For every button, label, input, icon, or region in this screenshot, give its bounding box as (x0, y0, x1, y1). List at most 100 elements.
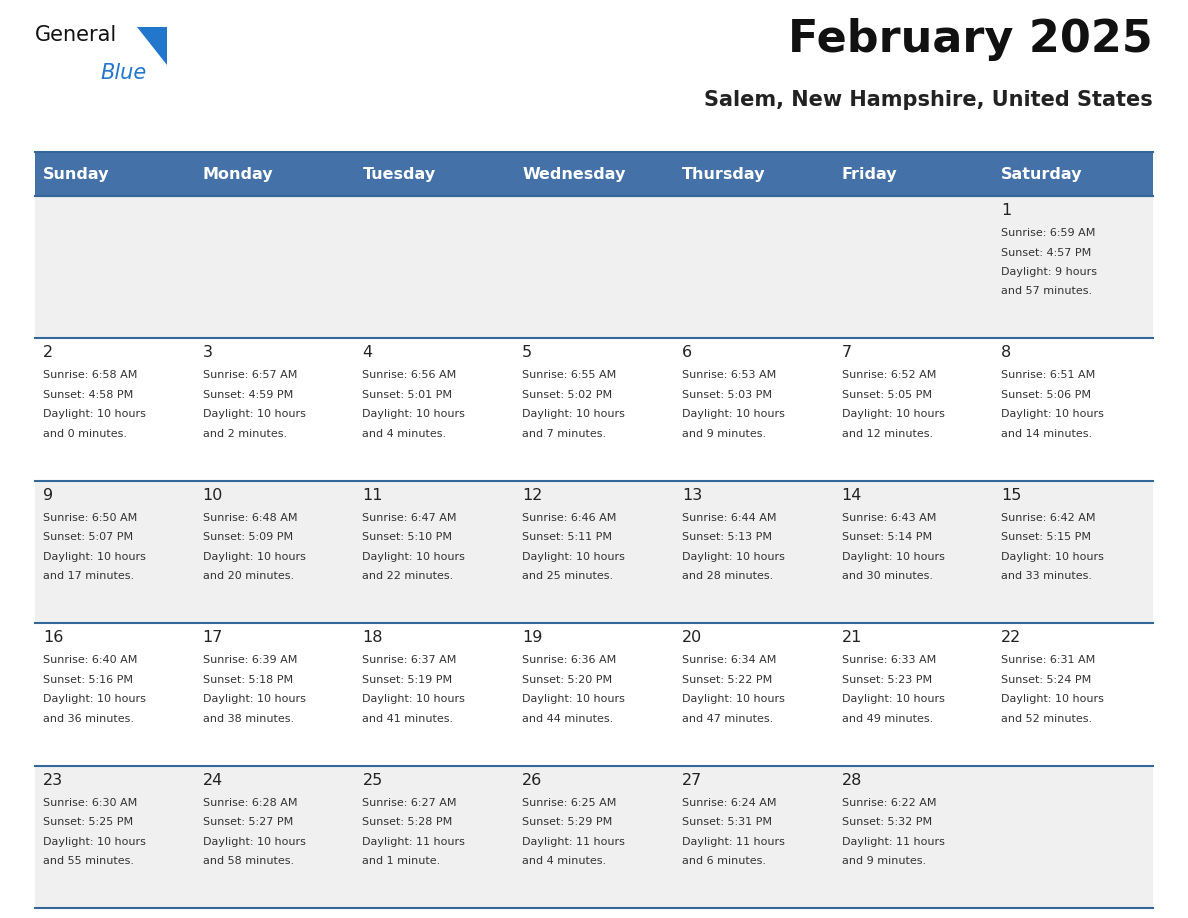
Text: 7: 7 (841, 345, 852, 361)
Text: Sunrise: 6:47 AM: Sunrise: 6:47 AM (362, 513, 457, 522)
Text: Daylight: 10 hours: Daylight: 10 hours (362, 694, 466, 704)
Text: Sunrise: 6:37 AM: Sunrise: 6:37 AM (362, 655, 457, 666)
Text: Daylight: 10 hours: Daylight: 10 hours (203, 836, 305, 846)
Text: Sunrise: 6:42 AM: Sunrise: 6:42 AM (1001, 513, 1095, 522)
Text: Sunset: 5:11 PM: Sunset: 5:11 PM (523, 532, 612, 543)
Text: Sunset: 5:10 PM: Sunset: 5:10 PM (362, 532, 453, 543)
Text: Sunrise: 6:27 AM: Sunrise: 6:27 AM (362, 798, 457, 808)
Text: Daylight: 10 hours: Daylight: 10 hours (362, 409, 466, 420)
Text: Saturday: Saturday (1001, 166, 1082, 182)
Bar (354, 152, 514, 196)
Text: Daylight: 10 hours: Daylight: 10 hours (203, 409, 305, 420)
Text: and 9 minutes.: and 9 minutes. (841, 856, 925, 866)
Text: Sunset: 5:03 PM: Sunset: 5:03 PM (682, 390, 772, 400)
Text: Sunrise: 6:46 AM: Sunrise: 6:46 AM (523, 513, 617, 522)
Text: Sunrise: 6:48 AM: Sunrise: 6:48 AM (203, 513, 297, 522)
Text: and 1 minute.: and 1 minute. (362, 856, 441, 866)
Text: Monday: Monday (203, 166, 273, 182)
Text: Sunset: 5:14 PM: Sunset: 5:14 PM (841, 532, 931, 543)
Bar (34, 766, 1154, 908)
Text: Sunset: 5:32 PM: Sunset: 5:32 PM (841, 817, 931, 827)
Bar (34, 339, 1154, 481)
Text: Sunset: 5:22 PM: Sunset: 5:22 PM (682, 675, 772, 685)
Text: 18: 18 (362, 630, 383, 645)
Text: Sunset: 4:57 PM: Sunset: 4:57 PM (1001, 248, 1092, 258)
Text: 23: 23 (43, 773, 63, 788)
Text: Daylight: 10 hours: Daylight: 10 hours (682, 552, 785, 562)
Text: and 9 minutes.: and 9 minutes. (682, 429, 766, 439)
Text: Daylight: 10 hours: Daylight: 10 hours (841, 552, 944, 562)
Text: Sunrise: 6:51 AM: Sunrise: 6:51 AM (1001, 370, 1095, 380)
Text: Daylight: 9 hours: Daylight: 9 hours (1001, 267, 1098, 277)
Text: and 25 minutes.: and 25 minutes. (523, 571, 613, 581)
Text: 4: 4 (362, 345, 373, 361)
Text: 19: 19 (523, 630, 543, 645)
Text: Daylight: 10 hours: Daylight: 10 hours (43, 694, 146, 704)
Text: and 33 minutes.: and 33 minutes. (1001, 571, 1092, 581)
Text: Sunrise: 6:40 AM: Sunrise: 6:40 AM (43, 655, 138, 666)
Text: 8: 8 (1001, 345, 1011, 361)
Text: 25: 25 (362, 773, 383, 788)
Text: Daylight: 10 hours: Daylight: 10 hours (682, 409, 785, 420)
Text: 27: 27 (682, 773, 702, 788)
Polygon shape (137, 27, 168, 65)
Text: Daylight: 11 hours: Daylight: 11 hours (682, 836, 785, 846)
Text: Daylight: 11 hours: Daylight: 11 hours (841, 836, 944, 846)
Text: 28: 28 (841, 773, 862, 788)
Text: Sunrise: 6:30 AM: Sunrise: 6:30 AM (43, 798, 138, 808)
Text: 1: 1 (1001, 203, 1011, 218)
Bar (993, 152, 1154, 196)
Text: 24: 24 (203, 773, 223, 788)
Text: Sunset: 5:07 PM: Sunset: 5:07 PM (43, 532, 133, 543)
Text: and 4 minutes.: and 4 minutes. (523, 856, 606, 866)
Text: Sunrise: 6:52 AM: Sunrise: 6:52 AM (841, 370, 936, 380)
Text: Sunset: 4:58 PM: Sunset: 4:58 PM (43, 390, 133, 400)
Text: and 49 minutes.: and 49 minutes. (841, 713, 933, 723)
Text: Daylight: 10 hours: Daylight: 10 hours (1001, 409, 1104, 420)
Text: Sunset: 5:19 PM: Sunset: 5:19 PM (362, 675, 453, 685)
Text: Sunset: 5:01 PM: Sunset: 5:01 PM (362, 390, 453, 400)
Text: Daylight: 10 hours: Daylight: 10 hours (1001, 552, 1104, 562)
Text: Sunrise: 6:24 AM: Sunrise: 6:24 AM (682, 798, 776, 808)
Text: 26: 26 (523, 773, 543, 788)
Text: Sunset: 5:02 PM: Sunset: 5:02 PM (523, 390, 612, 400)
Bar (34, 196, 1154, 339)
Text: Daylight: 10 hours: Daylight: 10 hours (43, 836, 146, 846)
Text: and 47 minutes.: and 47 minutes. (682, 713, 773, 723)
Text: Sunset: 5:28 PM: Sunset: 5:28 PM (362, 817, 453, 827)
Text: Tuesday: Tuesday (362, 166, 436, 182)
Text: and 38 minutes.: and 38 minutes. (203, 713, 293, 723)
Text: 2: 2 (43, 345, 53, 361)
Bar (514, 152, 674, 196)
Text: Sunrise: 6:50 AM: Sunrise: 6:50 AM (43, 513, 138, 522)
Text: Sunset: 5:25 PM: Sunset: 5:25 PM (43, 817, 133, 827)
Text: and 55 minutes.: and 55 minutes. (43, 856, 134, 866)
Text: 12: 12 (523, 487, 543, 503)
Bar (195, 152, 354, 196)
Text: and 2 minutes.: and 2 minutes. (203, 429, 286, 439)
Text: and 58 minutes.: and 58 minutes. (203, 856, 293, 866)
Text: 14: 14 (841, 487, 862, 503)
Text: Sunrise: 6:56 AM: Sunrise: 6:56 AM (362, 370, 456, 380)
Text: and 36 minutes.: and 36 minutes. (43, 713, 134, 723)
Text: and 4 minutes.: and 4 minutes. (362, 429, 447, 439)
Text: Sunset: 4:59 PM: Sunset: 4:59 PM (203, 390, 293, 400)
Text: 9: 9 (43, 487, 53, 503)
Text: 16: 16 (43, 630, 63, 645)
Text: Sunrise: 6:22 AM: Sunrise: 6:22 AM (841, 798, 936, 808)
Text: Daylight: 10 hours: Daylight: 10 hours (203, 552, 305, 562)
Text: 17: 17 (203, 630, 223, 645)
Text: Sunset: 5:27 PM: Sunset: 5:27 PM (203, 817, 293, 827)
Text: Sunset: 5:15 PM: Sunset: 5:15 PM (1001, 532, 1092, 543)
Text: Sunrise: 6:31 AM: Sunrise: 6:31 AM (1001, 655, 1095, 666)
Text: and 44 minutes.: and 44 minutes. (523, 713, 613, 723)
Text: Daylight: 10 hours: Daylight: 10 hours (1001, 694, 1104, 704)
Text: 21: 21 (841, 630, 862, 645)
Text: Daylight: 10 hours: Daylight: 10 hours (841, 694, 944, 704)
Bar (34, 623, 1154, 766)
Text: Daylight: 11 hours: Daylight: 11 hours (362, 836, 466, 846)
Text: Daylight: 10 hours: Daylight: 10 hours (682, 694, 785, 704)
Text: Sunrise: 6:57 AM: Sunrise: 6:57 AM (203, 370, 297, 380)
Text: Sunrise: 6:28 AM: Sunrise: 6:28 AM (203, 798, 297, 808)
Text: and 12 minutes.: and 12 minutes. (841, 429, 933, 439)
